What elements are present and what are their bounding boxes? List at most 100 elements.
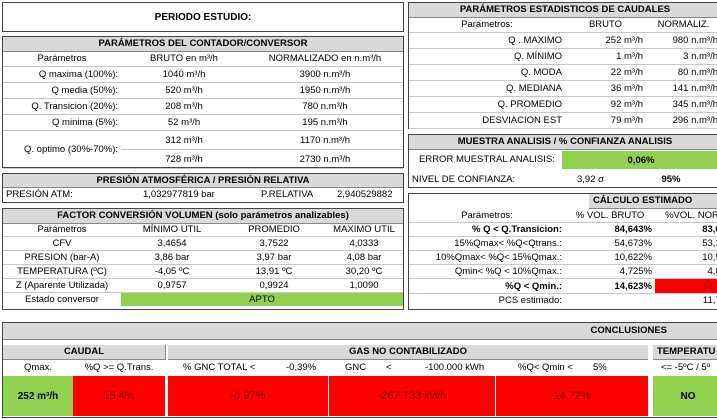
qmin-threshold: 5% bbox=[593, 361, 607, 373]
gnc-total-label: % GNC TOTAL < bbox=[183, 361, 256, 373]
row-norm: 3 n.m³/h bbox=[646, 48, 717, 65]
header-bruto: BRUTO en m³/h bbox=[121, 51, 247, 67]
row-bruto: 4,725% bbox=[565, 264, 655, 279]
header-normaliz: NORMALIZ. bbox=[646, 17, 717, 33]
row-label: DESVIACION EST bbox=[409, 112, 565, 129]
row-label: Qmin< %Q < 10%Qmax.: bbox=[409, 264, 565, 279]
row-bruto: 54,673% bbox=[565, 236, 655, 251]
caudal-title: CAUDAL bbox=[3, 345, 166, 360]
table-row: PRESION (bar-A) 3,86 bar 3,97 bar 4,08 b… bbox=[3, 250, 403, 265]
table-row: Q media (50%): 520 m³/h 1950 n.m³/h bbox=[3, 82, 403, 99]
presion-panel: PRESIÓN ATMOSFÉRICA / PRESIÓN RELATIVA P… bbox=[2, 173, 404, 203]
periodo-title: PERIODO ESTUDIO: bbox=[154, 11, 252, 23]
gnc-threshold: -100.000 kWh bbox=[425, 361, 485, 373]
row-norm: 53,16 bbox=[655, 236, 717, 251]
table-row: Q. optimo (30%-70%): 312 m³/h 1170 n.m³/… bbox=[3, 130, 403, 169]
table-row: Estado conversor APTO bbox=[3, 292, 403, 306]
calculo-title: CÁLCULO ESTIMADO bbox=[589, 194, 717, 209]
row-label: Q. MODA bbox=[409, 64, 565, 81]
presion-title: PRESIÓN ATMOSFÉRICA / PRESIÓN RELATIVA bbox=[3, 174, 403, 188]
header-maximo: MAXIMO UTIL bbox=[325, 223, 403, 237]
table-row: % Q < Q.Transicion: 84,643% 83,66 bbox=[409, 222, 717, 237]
optimo-bruto-low: 312 m³/h bbox=[121, 130, 247, 150]
factor-panel: FACTOR CONVERSIÓN VOLUMEN (solo parámetr… bbox=[2, 208, 404, 310]
row-norm: 296 n.m³/h bbox=[646, 112, 717, 129]
row-norm: 80 n.m³/h bbox=[646, 64, 717, 81]
qmin-value: 14,72% bbox=[496, 376, 648, 416]
row-bruto: 79 m³/h bbox=[565, 112, 646, 129]
table-row: Q. MÍNIMO 1 m³/h 3 n.m³/h bbox=[409, 48, 717, 65]
confianza-label: NIVEL DE CONFIANZA: bbox=[412, 173, 516, 185]
row-bruto: 84,643% bbox=[565, 222, 655, 237]
presion-rel-label: P.RELATIVA bbox=[261, 189, 314, 200]
row-label: Q minima (5%): bbox=[3, 114, 121, 131]
row-label: % Q < Q.Transicion: bbox=[409, 222, 565, 237]
trans-value: 15,4% bbox=[73, 376, 165, 416]
factor-table: Parámetros MÍNIMO UTIL PROMEDIO MAXIMO U… bbox=[3, 223, 403, 306]
error-value: 0,06% bbox=[562, 151, 717, 169]
table-row: Qmin< %Q < 10%Qmax.: 4,725% 4,85 bbox=[409, 264, 717, 279]
confianza-value: 95% bbox=[661, 173, 681, 185]
header-parametros: Parámetros: bbox=[409, 209, 565, 223]
estado-badge: APTO bbox=[121, 292, 403, 306]
row-norm: 83,66 bbox=[655, 222, 717, 237]
periodo-panel: PERIODO ESTUDIO: bbox=[2, 2, 404, 32]
optimo-bruto-high: 728 m³/h bbox=[121, 149, 247, 169]
row-avg: 3,7522 bbox=[223, 236, 325, 251]
estadisticos-title: PARÁMETROS ESTADISTICOS DE CAUDALES bbox=[409, 3, 717, 18]
contador-panel: PARÁMETROS DEL CONTADOR/CONVERSOR Paráme… bbox=[2, 36, 404, 169]
calculo-panel: CÁLCULO ESTIMADO Parámetros: % VOL. BRUT… bbox=[408, 193, 717, 310]
row-bruto: 92 m³/h bbox=[565, 96, 646, 113]
table-row: 15%Qmax< %Q<Qtrans.: 54,673% 53,16 bbox=[409, 236, 717, 251]
row-label: PRESION (bar-A) bbox=[3, 250, 121, 265]
row-avg: 13,91 ºC bbox=[223, 264, 325, 279]
optimo-norm-high: 2730 n.m³/h bbox=[247, 149, 403, 169]
conclusiones-panel: CONCLUSIONES CAUDAL Qmax. %Q >= Q.Trans.… bbox=[2, 322, 717, 418]
qmin-label: %Q< Qmin < bbox=[518, 361, 573, 373]
row-norm: 141 n.m³/h bbox=[646, 80, 717, 97]
gnc-total-threshold: -0,39% bbox=[286, 361, 317, 373]
row-bruto: 52 m³/h bbox=[121, 114, 247, 131]
table-row: 728 m³/h 2730 n.m³/h bbox=[3, 149, 403, 169]
table-row: Q. MODA 22 m³/h 80 n.m³/h bbox=[409, 64, 717, 81]
gnc-lt: < bbox=[386, 361, 392, 373]
header-normalizado: NORMALIZADO en n.m³/h bbox=[247, 51, 403, 67]
row-label: Q. Transicion (20%): bbox=[3, 98, 121, 115]
pcs-label: PCS estimado: bbox=[498, 295, 562, 306]
row-norm: 345 n.m³/h bbox=[646, 96, 717, 113]
gnc-value: -267.733 kWh bbox=[329, 376, 495, 416]
row-label: Z (Aparente Utilizada) bbox=[3, 278, 121, 293]
row-bruto: 1 m³/h bbox=[565, 48, 646, 65]
table-row: Q maxima (100%): 1040 m³/h 3900 n.m³/h bbox=[3, 66, 403, 83]
table-row: 10%Qmax< %Q< 15%Qmax.: 10,622% 10,92 bbox=[409, 250, 717, 265]
row-bruto: 208 m³/h bbox=[121, 98, 247, 115]
estadisticos-table: Parámetros: BRUTO NORMALIZ. Q . MAXIMO 2… bbox=[409, 17, 717, 129]
row-min: 3,86 bar bbox=[121, 250, 223, 265]
presion-atm-value: 1,032977819 bar bbox=[143, 189, 215, 200]
conclusiones-title-text: CONCLUSIONES bbox=[590, 325, 667, 336]
table-row: Q. Transicion (20%): 208 m³/h 780 n.m³/h bbox=[3, 98, 403, 115]
table-row: TEMPERATURA (ºC) -4,05 ºC 13,91 ºC 30,20… bbox=[3, 264, 403, 279]
muestra-title: MUESTRA ANALISIS / % CONFIANZA ANALISIS bbox=[409, 135, 717, 150]
header-minimo: MÍNIMO UTIL bbox=[121, 223, 223, 237]
row-label: Q. PROMEDIO bbox=[409, 96, 565, 113]
gnc-total-value: -0,97% bbox=[168, 376, 328, 416]
qmax-value: 252 m³/h bbox=[3, 376, 73, 416]
row-max: 4,0333 bbox=[325, 236, 403, 251]
pcs-value: 11,77 bbox=[702, 295, 717, 306]
row-norm: 1950 n.m³/h bbox=[247, 82, 403, 99]
row-bruto: 22 m³/h bbox=[565, 64, 646, 81]
qmax-label: Qmax. bbox=[24, 361, 52, 373]
trans-label: %Q >= Q.Trans. bbox=[84, 361, 154, 373]
confianza-sigma: 3,92 σ bbox=[577, 173, 604, 185]
row-label: Q. MEDIANA bbox=[409, 80, 565, 97]
presion-atm-label: PRESIÓN ATM: bbox=[6, 189, 73, 200]
row-norm: 195 n.m³/h bbox=[247, 114, 403, 131]
row-bruto: 10,622% bbox=[565, 250, 655, 265]
error-label: ERROR MUESTRAL ANALISIS: bbox=[419, 154, 555, 165]
gnc-label: GNC bbox=[345, 361, 367, 373]
optimo-norm-low: 1170 n.m³/h bbox=[247, 130, 403, 150]
row-norm: 3900 n.m³/h bbox=[247, 66, 403, 83]
row-bruto: 252 m³/h bbox=[565, 32, 646, 49]
row-min: -4,05 ºC bbox=[121, 264, 223, 279]
